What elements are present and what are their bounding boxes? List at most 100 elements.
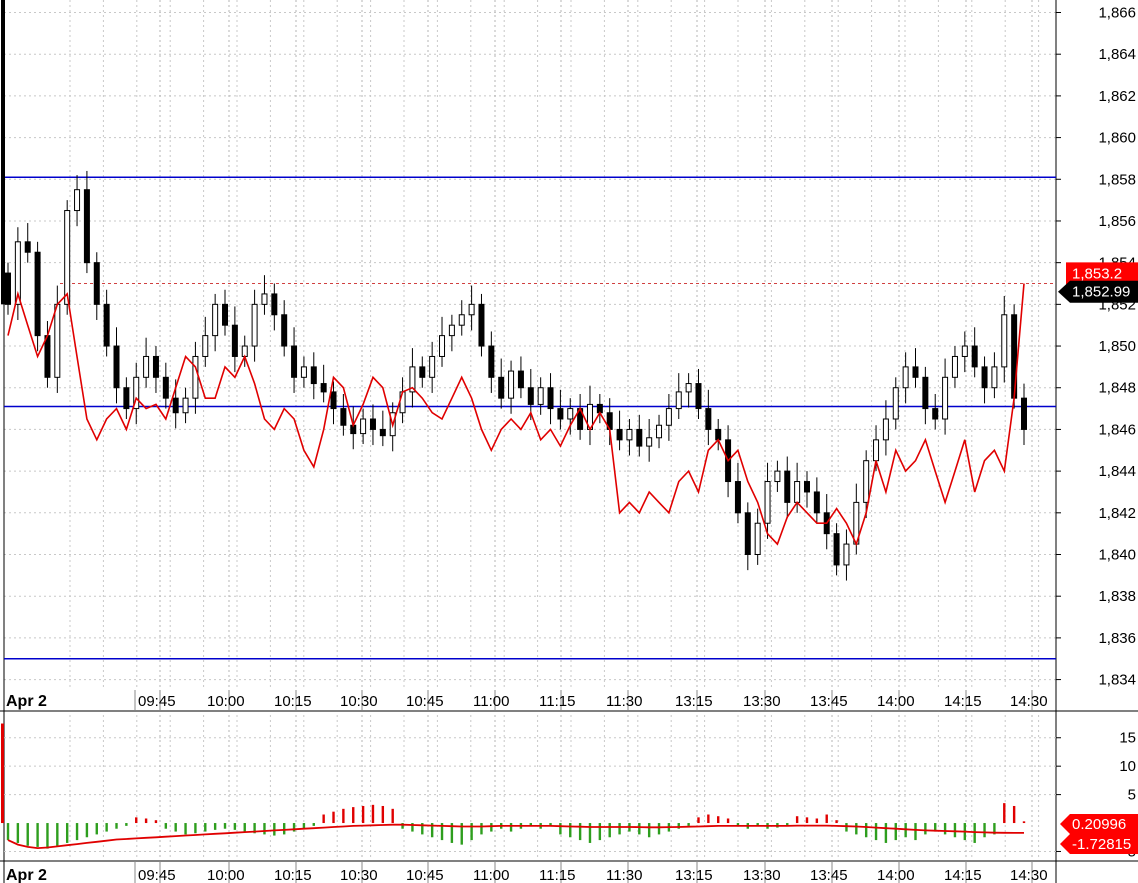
indicator-bar-positive [1003,803,1006,824]
candle-body [508,370,515,399]
candle-body [991,366,998,389]
indicator-grid [0,715,1138,862]
candle-body [784,470,791,503]
price-y-tick-label: 1,856 [1098,213,1136,230]
candle-body [24,241,31,253]
indicator-bar-negative [263,823,266,835]
price-x-axis: Apr 2 09:45 10:00 10:15 10:30 10:45 11:00 11:15… [6,690,1048,710]
price-y-axis: 1,834 1,836 1,838 1,840 1,842 1,844 1,846 1,848… [1056,5,1136,689]
candle-body [202,335,209,357]
candle-body [646,437,653,447]
price-y-tick-label: 1,858 [1098,171,1136,188]
indicator-bar-negative [253,823,256,834]
candle-body [448,324,455,337]
indicator-bar-negative [864,823,868,838]
indicator-bar-negative [450,823,454,843]
indicator-date-label: Apr 2 [6,867,47,883]
candle-body [192,355,199,399]
indicator-bar-negative [75,823,79,841]
indicator-bar-negative [578,823,582,841]
candle-body [547,387,554,410]
candle-body [113,345,120,389]
candle-body [152,355,159,378]
candle-body [616,428,623,441]
candle-body [764,481,771,524]
price-tags[interactable]: 1,853.2 1,852.99 [1058,262,1138,303]
indicator-bar-negative [56,823,59,846]
price-tag-box [1066,262,1138,285]
candle-body [271,293,278,316]
candle-body [369,418,376,430]
candle-body [557,408,564,420]
price-x-tick-label: 13:30 [743,693,781,710]
candle-body [665,408,672,426]
indicator-y-tick-label: 15 [1119,730,1136,747]
indicator-y-tick-label: 10 [1119,758,1136,775]
candle-body [429,355,436,378]
indicator-bar-negative [292,823,296,832]
indicator-bar-negative [470,823,473,841]
indicator-series [7,823,1024,850]
indicator-tags[interactable]: 0.20996 -1.72815 [1060,814,1138,854]
candle-body [83,189,90,264]
candle-body [360,418,367,435]
indicator-bar-positive [697,817,700,824]
indicator-x-tick-label: 14:30 [1010,867,1048,883]
candle-body [695,383,702,410]
indicator-bar-negative [312,823,315,826]
indicator-bar-negative [302,823,306,829]
indicator-bar-positive [1,723,4,824]
indicator-bar-negative [480,823,483,835]
candle-body [34,251,41,337]
indicator-x-tick-label: 14:00 [877,867,915,883]
indicator-bar-negative [204,823,207,832]
indicator-x-tick-label: 10:00 [207,867,245,883]
price-x-tick-label: 14:00 [877,693,915,710]
indicator-bar-positive [361,805,365,824]
candle-body [320,383,327,393]
price-y-tick-label: 1,840 [1098,547,1136,564]
indicator-bar-negative [786,823,789,826]
candle-body [281,314,288,347]
indicator-bar-positive [805,817,809,824]
price-y-tick-label: 1,850 [1098,338,1136,355]
indicator-bar-negative [549,823,552,826]
indicator-bar-negative [421,823,424,835]
indicator-x-tick-label: 13:15 [675,867,713,883]
indicator-bar-positive [717,816,720,824]
indicator-bar-negative [105,823,108,832]
candle-body [74,189,81,212]
indicator-tag-label: 0.20996 [1072,816,1126,833]
candle-body [567,408,574,420]
indicator-bar-positive [381,805,385,824]
candle-body [527,387,534,405]
indicator-bar-positive [154,820,158,824]
indicator-bar-negative [164,823,168,829]
indicator-bar-negative [490,823,493,832]
indicator-bar-positive [391,808,394,824]
indicator-y-tick-label: 5 [1128,787,1136,804]
candle-body [478,303,485,347]
candle-body [251,303,258,347]
indicator-bar-positive [135,817,138,824]
price-x-tick-label: 11:30 [606,693,642,710]
candle-body [1001,314,1008,368]
indicator-bar-negative [608,823,611,838]
candle-body [162,376,169,399]
indicator-bar-negative [174,823,177,832]
indicator-bar-negative [736,823,740,826]
candle-body [803,481,810,493]
candle-body [922,376,929,410]
price-red-line [7,283,1025,547]
candle-body [419,366,426,378]
indicator-bar-negative [184,823,187,835]
price-y-tick-label: 1,834 [1098,672,1136,689]
candle-body [715,428,722,441]
indicator-bar-negative [993,823,996,835]
candle-body [675,391,682,410]
candle-body [833,533,840,566]
indicator-bar-negative [401,823,404,829]
indicator-bar-negative [125,823,128,826]
candle-body [843,543,850,566]
indicator-bar-negative [618,823,621,835]
